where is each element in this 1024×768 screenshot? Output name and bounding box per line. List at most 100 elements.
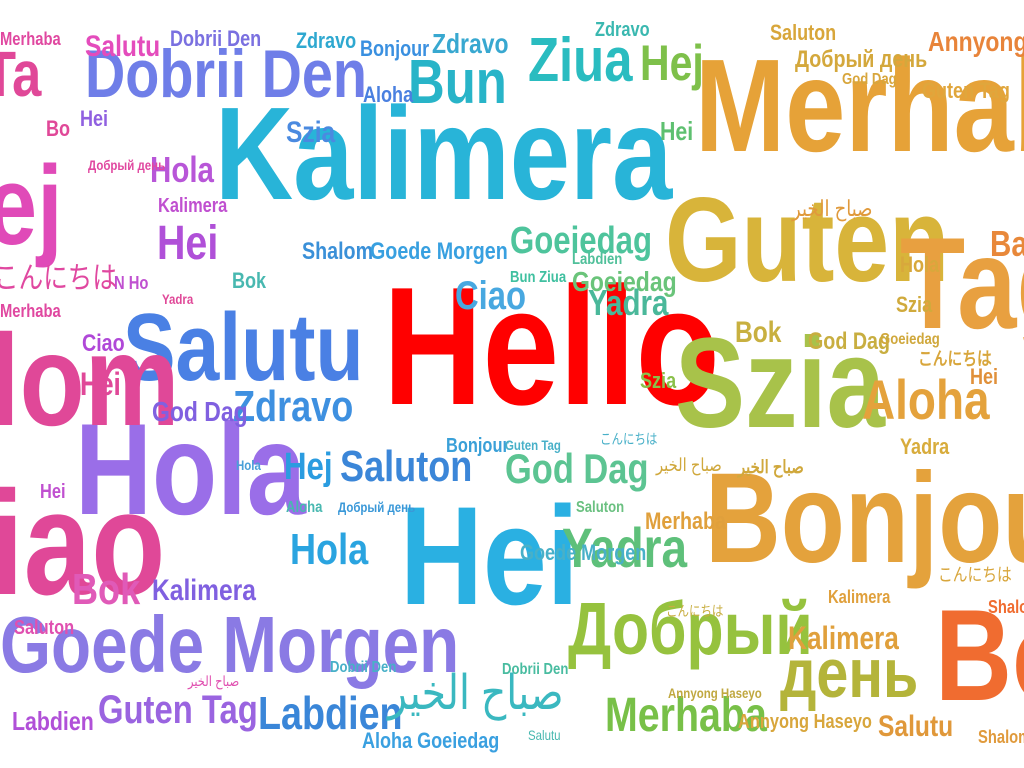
word-sabah-right: صباح الخير <box>792 196 873 221</box>
word-sabah-center2: صباح الخير <box>656 455 722 475</box>
word-sabah-left: صباح الخير <box>188 673 240 689</box>
word-szia-top: Szia <box>286 116 336 149</box>
word-kalimera-right: Kalimera <box>828 587 891 607</box>
word-bok-mid: Bok <box>72 565 141 614</box>
word-yadra-right: Yadra <box>900 434 950 459</box>
word-labdien-mid: Labdien <box>258 687 403 739</box>
word-dobrii-den-center: Dobrii Den <box>502 661 569 678</box>
word-yadra-center: Yadra <box>588 282 669 323</box>
word-aloha-center: Goede Morgen <box>520 540 647 565</box>
word-hei-far-right: Hei <box>970 364 999 389</box>
word-labdien-center: Labdien <box>572 251 623 268</box>
word-goede-morgen-center: Goede Morgen <box>370 238 508 265</box>
word-szia-large: Szia <box>675 312 886 455</box>
word-n-ho-left: N Ho <box>114 273 149 293</box>
word-ciao-left: Ciao <box>82 330 125 357</box>
word-bun-ziua: Bun Ziua <box>510 269 567 286</box>
word-bun: Bun <box>408 48 507 117</box>
word-god-dag-mid: God Dag <box>505 445 649 492</box>
word-ciao-center: Ciao <box>455 274 527 318</box>
word-salutu-top: Salutu <box>85 30 161 63</box>
word-hej-top-left: Bo <box>46 116 71 141</box>
word-sabah-center: صباح الخير <box>388 667 564 720</box>
word-konnichiwa-center: こんにちは <box>600 431 658 447</box>
word-kalimera-large: Kalimera <box>215 80 673 227</box>
word-goeiedag-right: Goeiedag <box>880 331 940 348</box>
word-labdi-right: Shalom <box>988 597 1024 617</box>
word-yadra-mid: Yadra <box>562 516 688 579</box>
word-merhaba-left: Merhaba <box>0 301 61 321</box>
word-merhaba-large: Merhaba <box>695 32 1024 179</box>
word-merhaba-mid: Merhaba <box>605 689 767 742</box>
word-dobryi-den-center: Добрый день <box>338 499 416 515</box>
word-zdravo-mid: Zdravo <box>233 382 354 431</box>
word-annyong-haseyo-right: Annyong Haseyo <box>738 711 872 733</box>
word-bonjour-large: Bonjour <box>705 447 1024 590</box>
word-ciao-large: ej <box>0 143 63 268</box>
word-dobryi-den-right: Добрый день <box>795 46 928 73</box>
word-hei-large: Hei <box>400 477 579 634</box>
word-ziua: Ziua <box>528 26 633 95</box>
word-bonjour-center: Bonjour <box>446 435 509 457</box>
word-hola-top: Hola <box>150 149 214 190</box>
word-shalom-right: Shalom <box>978 727 1024 747</box>
word-hej-mid: Hej <box>284 446 333 488</box>
word-a-large: iao <box>0 461 166 626</box>
word-n-ho-right: こんにちは <box>918 349 992 369</box>
word-goeiedag-center: Goeiedag <box>572 266 677 297</box>
word-dobryi-den-right2: صباح الخير <box>738 457 804 477</box>
word-dobrii-den-top: Dobrii Den <box>170 26 262 51</box>
word-kalimera-mid: Kalimera <box>788 620 899 656</box>
word-zdravo-top: Zdravo <box>296 28 357 53</box>
word-labdien-small: Labdien <box>12 706 94 736</box>
word-hej-right: Hej <box>640 35 704 91</box>
word-shalom-center: Shalom <box>302 238 374 265</box>
word-hei-right: Hei <box>660 116 694 146</box>
word-shalom-left: Yadra <box>162 291 194 307</box>
word-bonjour-top: Bonjour <box>360 36 430 61</box>
word-zdravo-top2: Zdravo <box>432 28 509 59</box>
word-szia-center: Szia <box>640 368 677 393</box>
word-tag-large: Tag <box>900 210 1024 356</box>
word-kalimera-small: Kalimera <box>158 195 228 217</box>
word-saluton-center: Saluton <box>576 499 625 516</box>
word-konnichiwa-right2: こんにちは <box>666 603 724 619</box>
word-goede-morgen-large: Goede Morgen <box>0 600 460 689</box>
word-zdravo-right: Zdravo <box>595 19 650 41</box>
word-bok-right: Bok <box>735 316 782 349</box>
word-hola-large: Hola <box>75 396 307 542</box>
word-saluton-right: Saluton <box>770 20 837 45</box>
word-dobryi: Добрый <box>568 587 813 670</box>
word-saluton-mid: Saluton <box>340 442 473 491</box>
word-hola-right: Hola <box>900 252 940 277</box>
word-hello: Hello <box>383 252 720 440</box>
word-kalimera-mid2: Kalimera <box>152 574 256 607</box>
word-merhaba-top-left: Merhaba <box>0 29 61 49</box>
word-hei-mid: Hei <box>157 217 219 270</box>
word-bo-large: Bo <box>935 582 1024 728</box>
word-god-dag-right2: God Dag <box>808 328 890 355</box>
word-hej-large: lom <box>0 307 180 453</box>
word-guten-large: Guten <box>665 173 950 307</box>
word-guten-tag-mid: Guten Tag <box>98 688 258 732</box>
word-guten-tag-center: Guten Tag <box>505 437 561 453</box>
word-den: день <box>780 634 919 712</box>
word-saluton-left: Saluton <box>14 617 75 639</box>
word-yadra-left: Bok <box>232 268 267 293</box>
word-hei-left: Hei <box>80 366 121 402</box>
word-hola-mid: Hola <box>290 525 369 574</box>
word-bok-left-visible: Hei <box>40 481 66 503</box>
word-konnichiwa-left: こんにちは <box>0 262 117 295</box>
word-goede-morgen-small: Dobrii Den <box>330 659 397 676</box>
word-saluton-left2: Aloha <box>286 499 323 516</box>
word-dobryi-den-left: Добрый день <box>88 157 166 173</box>
word-salutu-large: Salutu <box>123 294 364 401</box>
word-merhaba-center: Merhaba <box>645 508 726 535</box>
word-god-dag-left: God Dag <box>152 396 248 427</box>
word-aloha-top: Aloha <box>363 82 414 107</box>
word-salutu-right: Salutu <box>878 710 954 743</box>
word-lom-large: Ta <box>0 38 42 110</box>
word-goeiedag-mid: Goeiedag <box>510 220 652 262</box>
word-dobrii-den-large: Dobrii Den <box>85 36 367 112</box>
